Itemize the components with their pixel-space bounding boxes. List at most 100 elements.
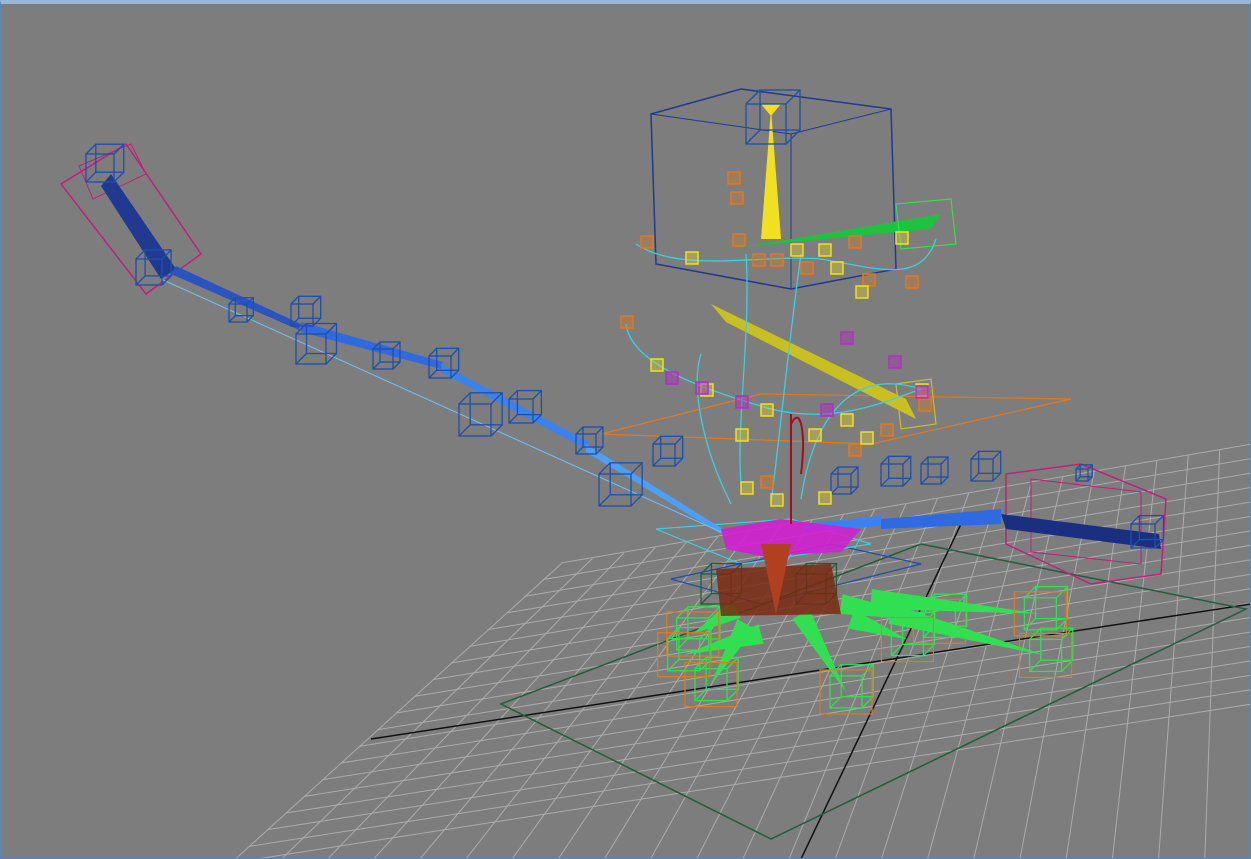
grid-line	[1111, 460, 1158, 858]
controller-square[interactable]	[848, 443, 862, 457]
grid-line	[524, 472, 1250, 597]
controller-cube[interactable]	[575, 426, 604, 455]
controller-square[interactable]	[685, 251, 699, 265]
grid-line	[466, 536, 719, 858]
controller-square[interactable]	[760, 403, 774, 417]
left-arm-chain[interactable]	[59, 142, 723, 534]
controller-square[interactable]	[808, 428, 822, 442]
foot-controller[interactable]	[890, 611, 936, 657]
controller-cube[interactable]	[85, 143, 125, 183]
controller-cube[interactable]	[598, 462, 643, 507]
controller-cube[interactable]	[1075, 464, 1093, 482]
grid-line	[259, 703, 1250, 858]
rig-scene[interactable]	[1, 4, 1251, 859]
controller-square[interactable]	[918, 398, 932, 412]
controller-cube[interactable]	[135, 249, 172, 286]
controller-cube[interactable]	[1130, 514, 1165, 549]
controller-square[interactable]	[860, 431, 874, 445]
grid-line	[512, 530, 750, 858]
controller-square[interactable]	[790, 243, 804, 257]
controller-square[interactable]	[915, 385, 929, 399]
controller-square[interactable]	[880, 423, 894, 437]
right-arm-bone	[1001, 514, 1161, 549]
controller-square[interactable]	[735, 428, 749, 442]
head-bone	[761, 109, 781, 239]
controller-square[interactable]	[740, 481, 754, 495]
grid-line	[327, 552, 625, 858]
controller-cube[interactable]	[372, 341, 401, 370]
controller-square[interactable]	[840, 413, 854, 427]
foot-box[interactable]	[657, 632, 711, 678]
controller-square[interactable]	[820, 403, 834, 417]
controller-square[interactable]	[830, 261, 844, 275]
leg-chains[interactable]	[657, 562, 1074, 715]
controller-cube[interactable]	[920, 456, 949, 485]
controller-square[interactable]	[730, 191, 744, 205]
controller-cube[interactable]	[652, 435, 684, 467]
pelvis[interactable]	[716, 414, 861, 616]
controller-cube[interactable]	[830, 466, 859, 495]
controller-cube[interactable]	[228, 297, 254, 323]
controller-square[interactable]	[895, 231, 909, 245]
foot-box[interactable]	[666, 611, 720, 657]
controller-cube[interactable]	[458, 392, 503, 437]
controller-square[interactable]	[840, 331, 854, 345]
controller-cube[interactable]	[880, 455, 912, 487]
controller-square[interactable]	[770, 253, 784, 267]
rig-controllers[interactable]	[85, 89, 1165, 549]
axis-line-z	[800, 523, 962, 858]
controller-square[interactable]	[855, 285, 869, 299]
controller-square[interactable]	[848, 235, 862, 249]
grid-line	[267, 674, 1250, 831]
controller-square[interactable]	[732, 233, 746, 247]
controller-square[interactable]	[650, 358, 664, 372]
grid-line	[377, 588, 1250, 731]
leg-bone	[683, 624, 764, 655]
controller-square[interactable]	[640, 235, 654, 249]
controller-square[interactable]	[735, 395, 749, 409]
controller-square[interactable]	[888, 355, 902, 369]
controller-cube[interactable]	[508, 389, 543, 424]
controller-square[interactable]	[760, 475, 774, 489]
spine-curves	[625, 238, 937, 505]
controller-square[interactable]	[770, 493, 784, 507]
controller-cube[interactable]	[295, 322, 338, 365]
grid-line	[340, 617, 1250, 764]
grid-line	[322, 631, 1250, 781]
left-arm-bone	[101, 174, 176, 279]
controller-cube[interactable]	[428, 347, 460, 379]
controller-square[interactable]	[620, 315, 634, 329]
grid-line	[696, 509, 876, 858]
grid-line	[304, 646, 1250, 797]
grid-line	[973, 476, 1064, 858]
grid-line	[420, 541, 687, 858]
foot-box[interactable]	[880, 616, 934, 663]
head-controller[interactable]	[745, 89, 801, 145]
right-arm-chain[interactable]	[801, 463, 1167, 585]
grid-line	[1204, 449, 1221, 858]
controller-square[interactable]	[665, 371, 679, 385]
controller-square[interactable]	[862, 273, 876, 287]
grid-line	[249, 689, 1250, 847]
grid-line	[505, 487, 1250, 614]
controller-square[interactable]	[800, 261, 814, 275]
controller-square[interactable]	[818, 491, 832, 505]
controller-cube[interactable]	[970, 450, 1002, 482]
controller-square[interactable]	[818, 243, 832, 257]
right-hand-box[interactable]	[1005, 463, 1167, 585]
foot-box[interactable]	[684, 662, 738, 708]
controller-square[interactable]	[695, 381, 709, 395]
grid-line	[487, 501, 1250, 631]
chest-bone	[711, 304, 916, 419]
controller-square[interactable]	[727, 171, 741, 185]
grid-line	[285, 660, 1250, 814]
axis-line-x	[370, 603, 1250, 740]
left-hand-box[interactable]	[59, 142, 203, 296]
foot-box[interactable]	[1018, 632, 1073, 679]
controller-square[interactable]	[752, 253, 766, 267]
controller-cube[interactable]	[290, 295, 322, 327]
foot-box[interactable]	[819, 669, 873, 715]
controller-square[interactable]	[905, 275, 919, 289]
orange-plane	[600, 393, 1072, 445]
